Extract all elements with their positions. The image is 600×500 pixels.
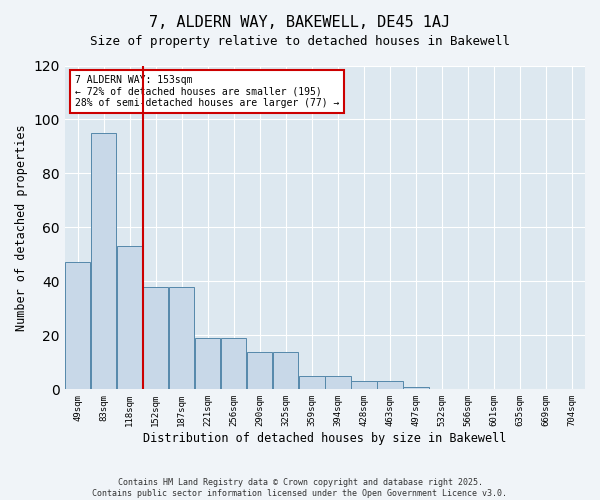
Bar (325, 376, 350, 390)
X-axis label: Distribution of detached houses by size in Bakewell: Distribution of detached houses by size … (143, 432, 506, 445)
Bar (65, 262, 91, 390)
Bar (299, 376, 325, 390)
Bar (273, 352, 298, 390)
Bar (91, 133, 116, 390)
Bar (169, 287, 194, 390)
Text: Size of property relative to detached houses in Bakewell: Size of property relative to detached ho… (90, 35, 510, 48)
Bar (117, 246, 142, 390)
Bar (377, 381, 403, 390)
Bar (403, 386, 428, 390)
Bar (351, 381, 377, 390)
Text: 7 ALDERN WAY: 153sqm
← 72% of detached houses are smaller (195)
28% of semi-deta: 7 ALDERN WAY: 153sqm ← 72% of detached h… (75, 75, 340, 108)
Text: Contains HM Land Registry data © Crown copyright and database right 2025.
Contai: Contains HM Land Registry data © Crown c… (92, 478, 508, 498)
Bar (247, 352, 272, 390)
Text: 7, ALDERN WAY, BAKEWELL, DE45 1AJ: 7, ALDERN WAY, BAKEWELL, DE45 1AJ (149, 15, 451, 30)
Bar (143, 287, 169, 390)
Bar (221, 338, 247, 390)
Y-axis label: Number of detached properties: Number of detached properties (15, 124, 28, 330)
Bar (195, 338, 220, 390)
